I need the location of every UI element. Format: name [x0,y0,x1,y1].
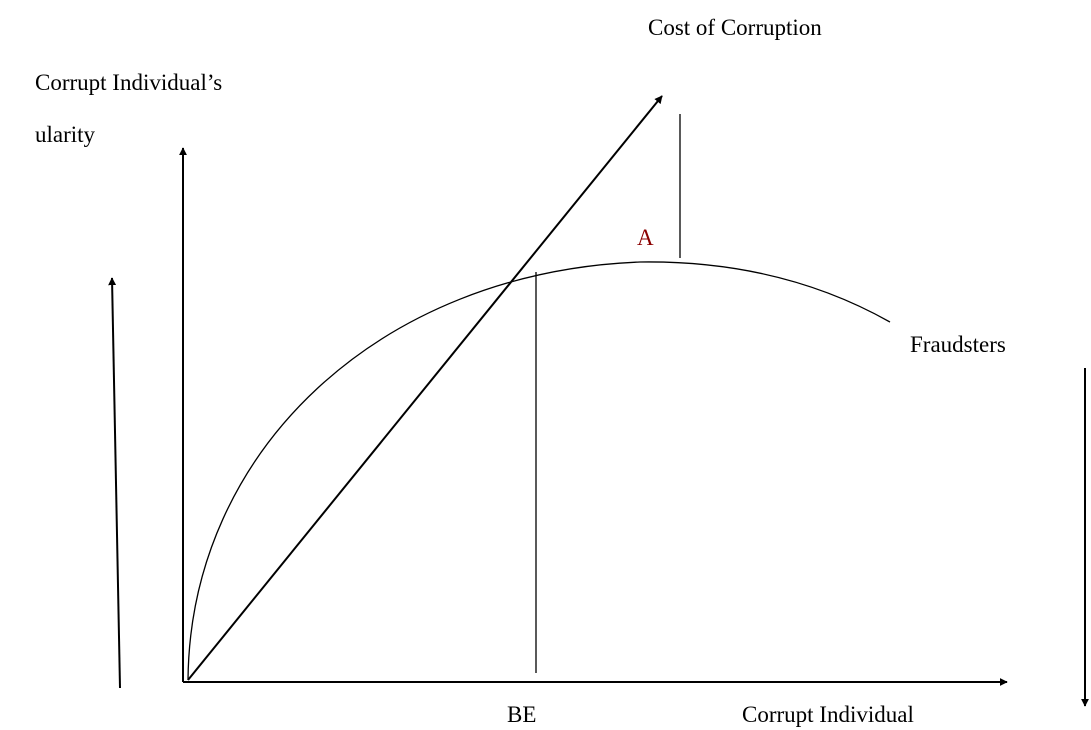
point-label: A [637,225,654,250]
cost-line [187,95,663,681]
curve-label: Fraudsters [910,332,1006,357]
up-arrow [108,277,121,689]
cost-label: Cost of Corruption [648,15,822,40]
fraudsters-curve [187,261,891,681]
y-axis-label: ularity [35,122,96,147]
break-even-label: BE [507,702,536,727]
x-axis-label: Corrupt Individual [742,702,914,727]
y-axis-label: Corrupt Individual’s [35,70,222,95]
